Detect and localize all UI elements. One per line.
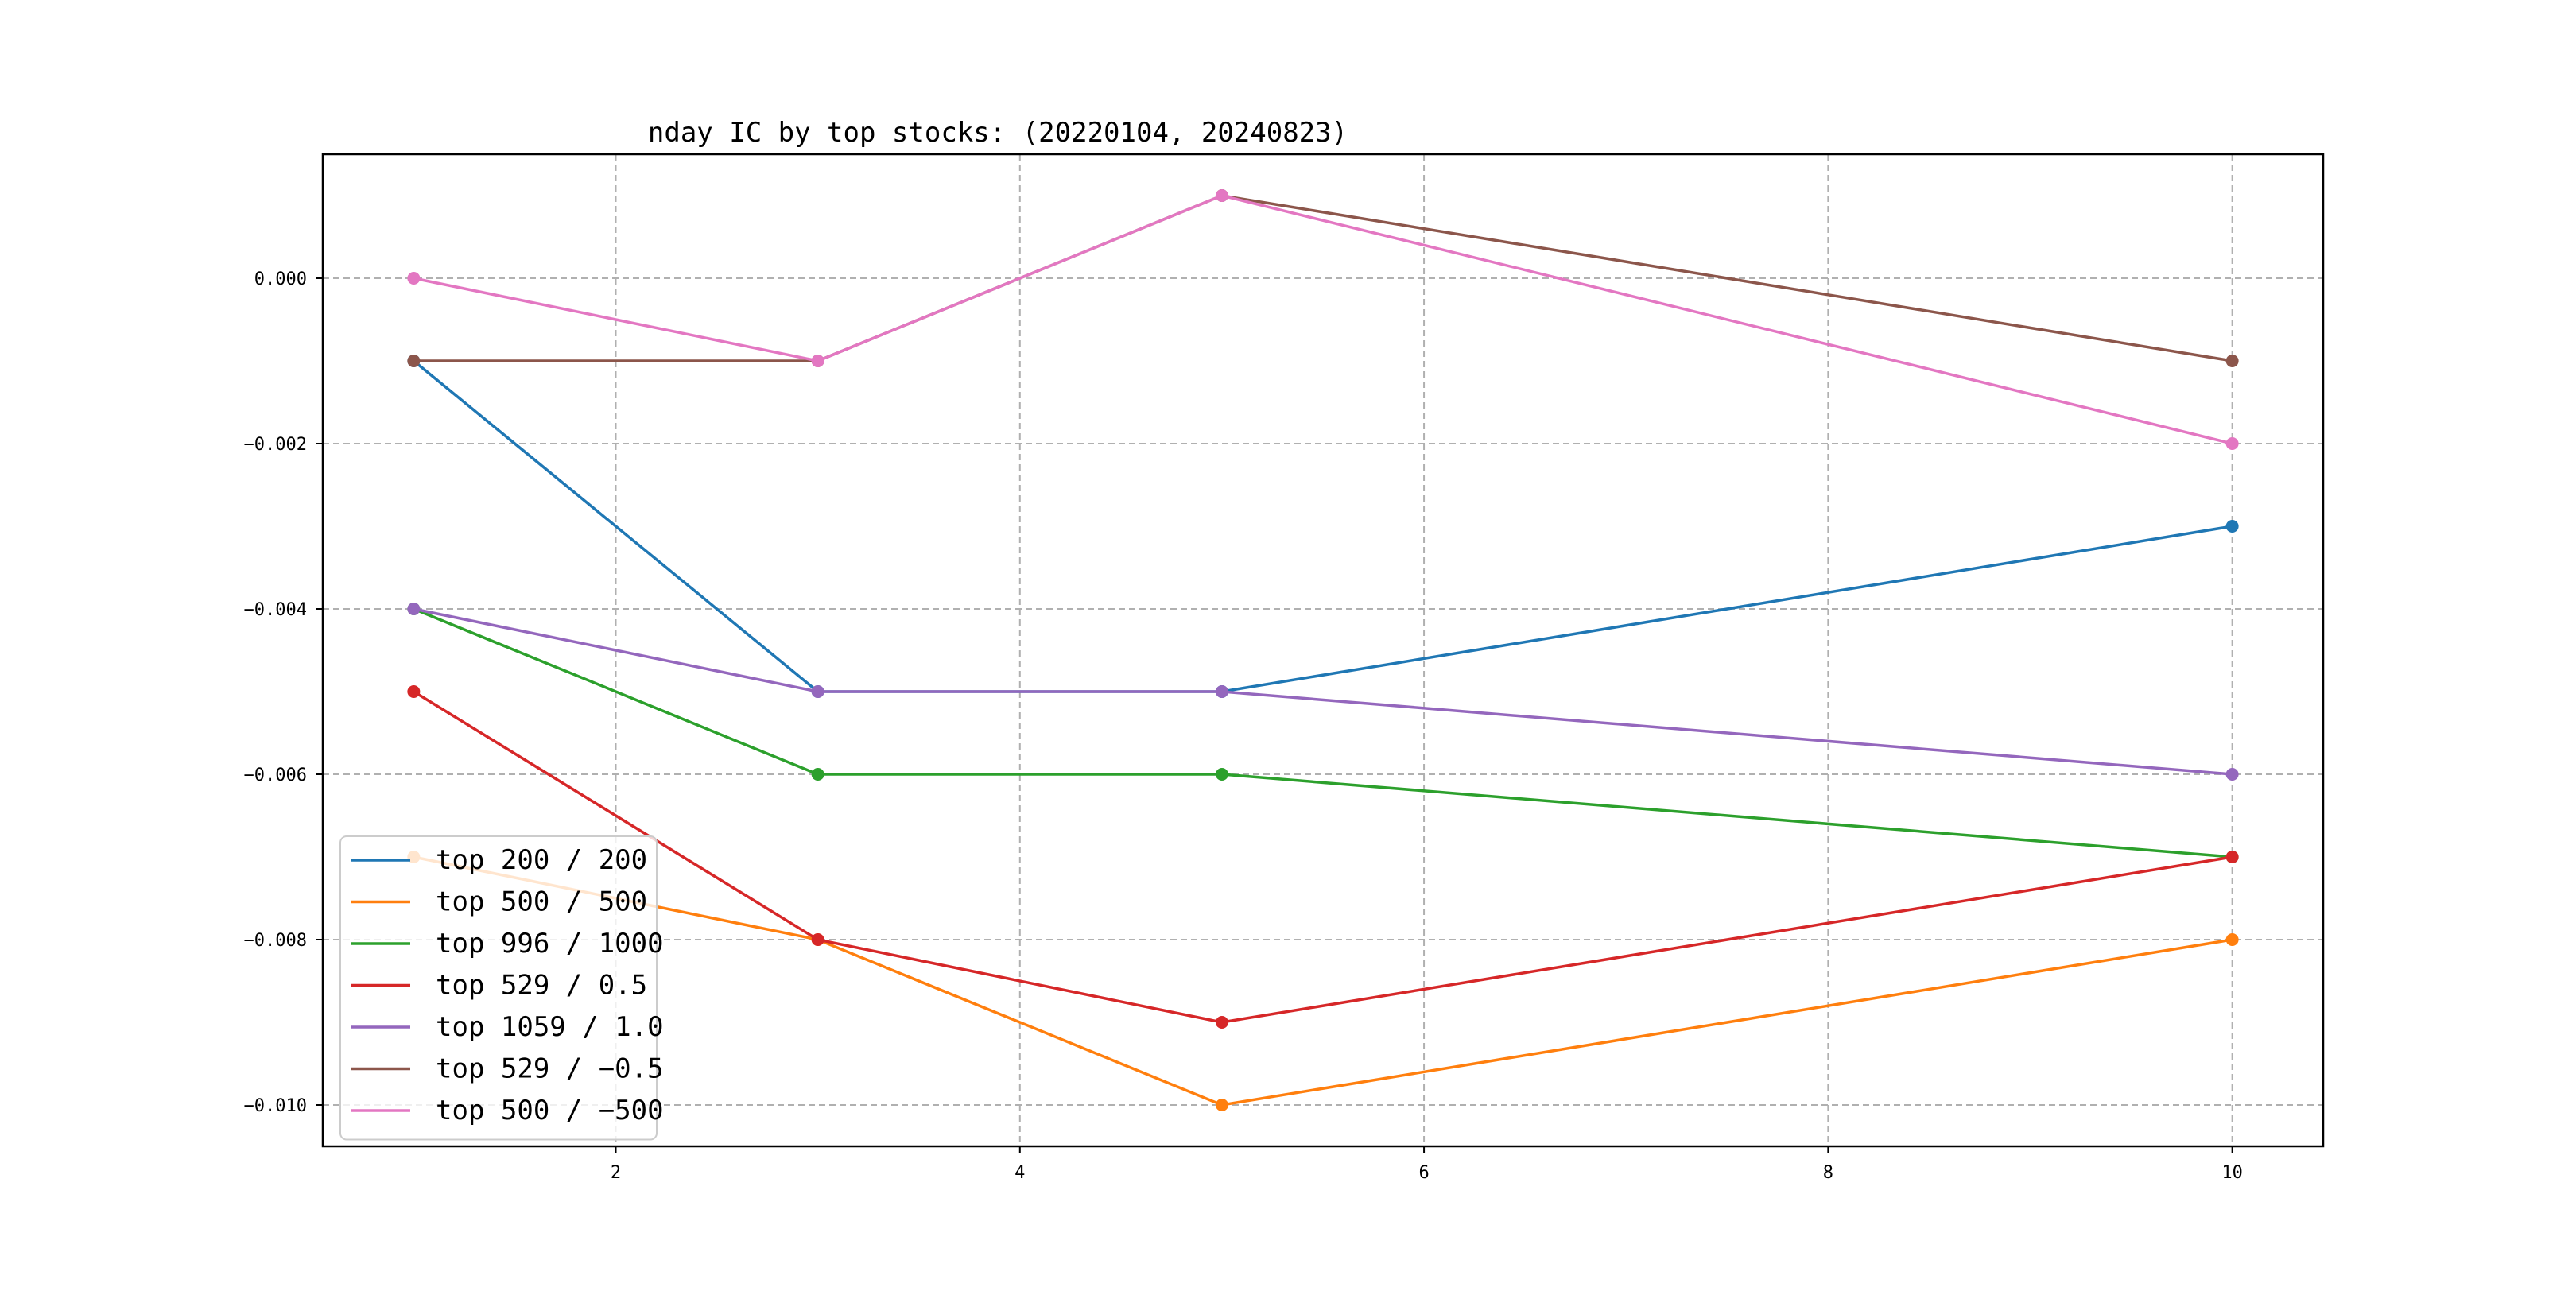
data-point [2225,933,2239,946]
legend: top 200 / 200 top 500 / 500 top 996 / 1000… [339,835,664,1141]
data-point [1215,1016,1228,1029]
data-point [811,768,824,781]
plot-frame [321,153,2325,1148]
data-point [1215,189,1228,202]
x-tick-label: 4 [1014,1163,1025,1183]
legend-label: top 996 / 1000 [436,928,664,960]
series-line-4 [413,690,2233,1024]
y-tick-label: −0.004 [244,600,307,620]
axes: 2 4 6 8 10 0.000 −0.002 −0.004 −0.006 −0.008 −0.01… [244,153,2325,1183]
y-tick-label: −0.002 [244,435,307,455]
data-point [407,272,421,285]
legend-label: top 200 / 200 [436,844,647,876]
legend-label: top 500 / 500 [436,886,647,918]
y-tick-label: 0.000 [254,269,307,289]
x-tick-label: 2 [611,1163,621,1183]
y-tick-label: −0.008 [244,931,307,951]
legend-label: top 1059 / 1.0 [436,1011,664,1043]
data-point [1215,685,1228,698]
chart-title: nday IC by top stocks: (20220104, 202408… [648,117,1348,149]
data-point [407,685,421,698]
data-point [2225,520,2239,533]
y-tick-label: −0.010 [244,1096,307,1116]
series-line-3 [413,607,2233,859]
data-point [2225,437,2239,450]
data-point [811,933,824,946]
y-tick-label: −0.006 [244,766,307,785]
x-tick-label: 10 [2221,1163,2243,1183]
data-point [1215,1099,1228,1111]
legend-label: top 500 / −500 [436,1095,664,1126]
data-point [407,355,421,367]
x-tick-label: 8 [1823,1163,1833,1183]
x-tick-label: 6 [1418,1163,1429,1183]
legend-label: top 529 / 0.5 [436,970,647,1002]
data-point [407,603,421,615]
data-point [2225,851,2239,863]
series-line-7 [413,194,2233,445]
data-point [2225,355,2239,367]
legend-box [339,835,658,1141]
grid-lines [323,154,2323,1146]
data-point [1215,768,1228,781]
data-point [811,685,824,698]
data-point [2225,768,2239,781]
series-line-5 [413,607,2233,776]
data-point [811,355,824,367]
legend-label: top 529 / −0.5 [436,1053,664,1085]
